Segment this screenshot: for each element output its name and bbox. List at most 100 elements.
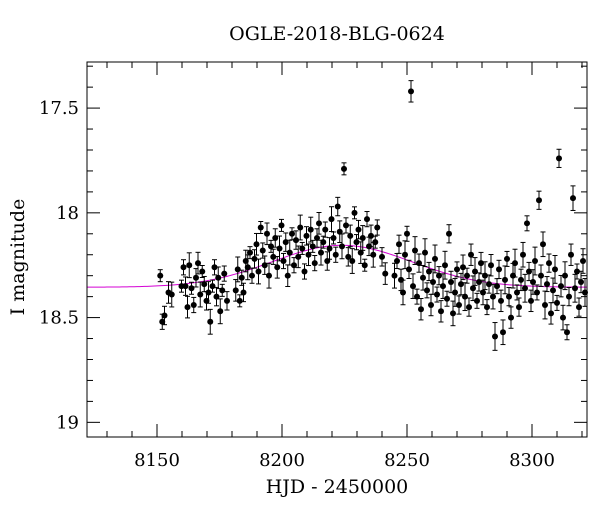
data-point bbox=[351, 206, 358, 220]
point-marker bbox=[205, 289, 212, 296]
data-point bbox=[205, 281, 212, 304]
point-marker bbox=[568, 251, 574, 258]
data-point bbox=[326, 237, 333, 260]
point-marker bbox=[528, 297, 534, 304]
data-point bbox=[452, 278, 458, 307]
point-marker bbox=[190, 302, 197, 309]
point-marker bbox=[478, 260, 484, 267]
point-marker bbox=[168, 291, 175, 298]
point-marker bbox=[428, 302, 434, 309]
point-marker bbox=[247, 249, 253, 256]
data-point bbox=[343, 217, 349, 234]
point-marker bbox=[486, 281, 492, 288]
point-marker bbox=[498, 297, 504, 304]
data-point bbox=[578, 270, 584, 294]
point-marker bbox=[530, 278, 536, 285]
data-point bbox=[190, 296, 197, 314]
data-point bbox=[484, 299, 490, 316]
data-point bbox=[556, 148, 562, 168]
point-marker bbox=[270, 253, 277, 260]
data-point bbox=[332, 246, 339, 263]
point-marker bbox=[193, 274, 199, 281]
data-point bbox=[466, 297, 472, 317]
point-marker bbox=[556, 155, 562, 162]
point-marker bbox=[353, 239, 360, 246]
point-marker bbox=[322, 226, 329, 233]
point-marker bbox=[284, 272, 291, 279]
data-point bbox=[289, 227, 295, 241]
data-point bbox=[224, 291, 230, 311]
x-tick-label: 8150 bbox=[134, 450, 180, 471]
data-point bbox=[460, 254, 466, 281]
data-point bbox=[498, 289, 504, 313]
point-marker bbox=[253, 241, 260, 248]
data-point bbox=[468, 243, 474, 266]
data-point bbox=[410, 273, 416, 299]
data-point bbox=[168, 281, 175, 308]
point-marker bbox=[328, 216, 335, 223]
data-point bbox=[508, 306, 514, 329]
data-point bbox=[276, 235, 283, 262]
point-marker bbox=[370, 251, 377, 258]
point-marker bbox=[268, 243, 274, 250]
data-point bbox=[480, 279, 486, 306]
data-point bbox=[504, 250, 510, 267]
data-point bbox=[219, 283, 226, 297]
point-marker bbox=[359, 234, 366, 241]
data-point bbox=[438, 300, 444, 323]
point-marker bbox=[578, 278, 584, 285]
data-point bbox=[450, 300, 456, 327]
data-point bbox=[432, 244, 438, 274]
point-marker bbox=[276, 245, 283, 252]
point-marker bbox=[180, 264, 187, 271]
data-point bbox=[195, 251, 201, 275]
data-point bbox=[361, 258, 368, 272]
point-marker bbox=[336, 228, 343, 235]
data-point bbox=[474, 292, 480, 309]
point-marker bbox=[341, 165, 347, 172]
data-point bbox=[544, 276, 550, 293]
data-point bbox=[316, 212, 322, 235]
point-marker bbox=[334, 203, 341, 210]
data-point bbox=[576, 297, 582, 317]
point-marker bbox=[402, 251, 408, 258]
point-marker bbox=[289, 230, 295, 237]
point-marker bbox=[420, 274, 426, 281]
data-point bbox=[257, 221, 264, 235]
point-marker bbox=[468, 251, 474, 258]
point-marker bbox=[195, 260, 201, 267]
data-point bbox=[404, 225, 410, 242]
data-point bbox=[538, 264, 544, 287]
data-point bbox=[391, 262, 398, 289]
point-marker bbox=[418, 306, 424, 313]
data-point bbox=[307, 216, 314, 243]
point-marker bbox=[307, 226, 314, 233]
point-marker bbox=[211, 264, 218, 271]
data-point bbox=[570, 185, 576, 211]
data-point bbox=[236, 294, 243, 308]
point-marker bbox=[184, 304, 191, 311]
point-marker bbox=[278, 222, 285, 229]
data-point bbox=[339, 233, 345, 260]
point-marker bbox=[452, 289, 458, 296]
point-marker bbox=[552, 266, 558, 273]
point-marker bbox=[434, 291, 440, 298]
point-marker bbox=[209, 283, 216, 290]
point-marker bbox=[412, 247, 418, 254]
point-marker bbox=[259, 247, 266, 254]
point-marker bbox=[264, 230, 270, 237]
data-point bbox=[488, 254, 494, 277]
data-point bbox=[516, 297, 522, 317]
data-point bbox=[496, 259, 502, 280]
data-point bbox=[251, 249, 258, 269]
point-marker bbox=[240, 289, 247, 296]
point-marker bbox=[357, 249, 364, 256]
point-marker bbox=[542, 302, 548, 309]
data-point bbox=[434, 286, 440, 303]
data-point bbox=[402, 240, 408, 270]
data-point bbox=[186, 252, 193, 279]
data-point bbox=[552, 255, 558, 284]
point-marker bbox=[574, 268, 580, 275]
data-point bbox=[240, 282, 247, 303]
point-marker bbox=[446, 230, 452, 237]
